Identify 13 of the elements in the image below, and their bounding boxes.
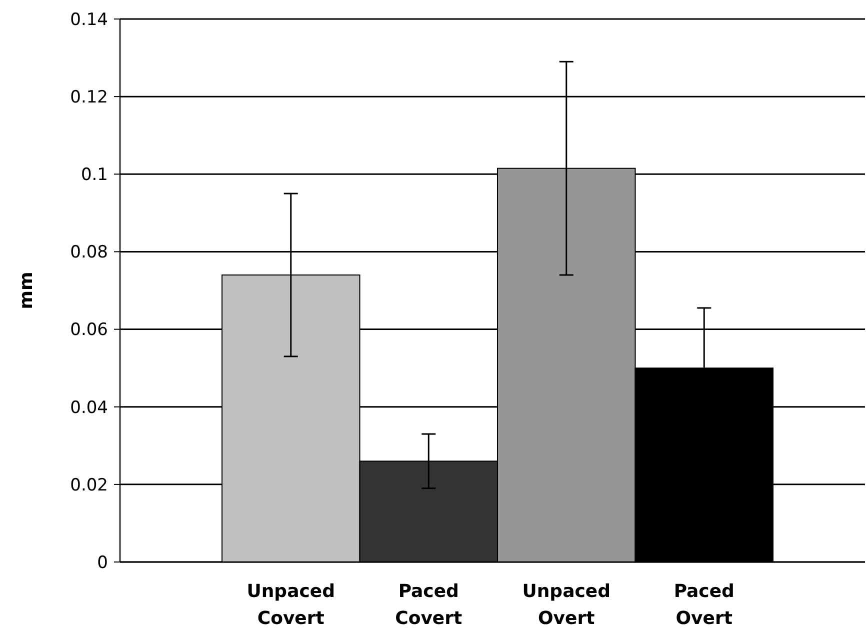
y-axis-title: mm	[16, 272, 37, 310]
y-tick-label: 0.06	[70, 320, 108, 340]
y-tick-label: 0.04	[70, 398, 108, 418]
x-tick-label: Unpaced Covert	[246, 581, 335, 629]
y-tick-label: 0.02	[70, 475, 108, 496]
x-tick-label: Paced Covert	[395, 581, 463, 629]
x-tick-label: Unpaced Overt	[522, 581, 610, 629]
y-tick-label: 0.14	[70, 10, 108, 30]
x-tick-label: Paced Overt	[674, 581, 734, 629]
y-tick-label: 0	[97, 552, 108, 573]
y-tick-label: 0.12	[70, 88, 108, 108]
y-tick-label: 0.08	[70, 242, 108, 263]
y-tick-label: 0.1	[80, 165, 108, 186]
